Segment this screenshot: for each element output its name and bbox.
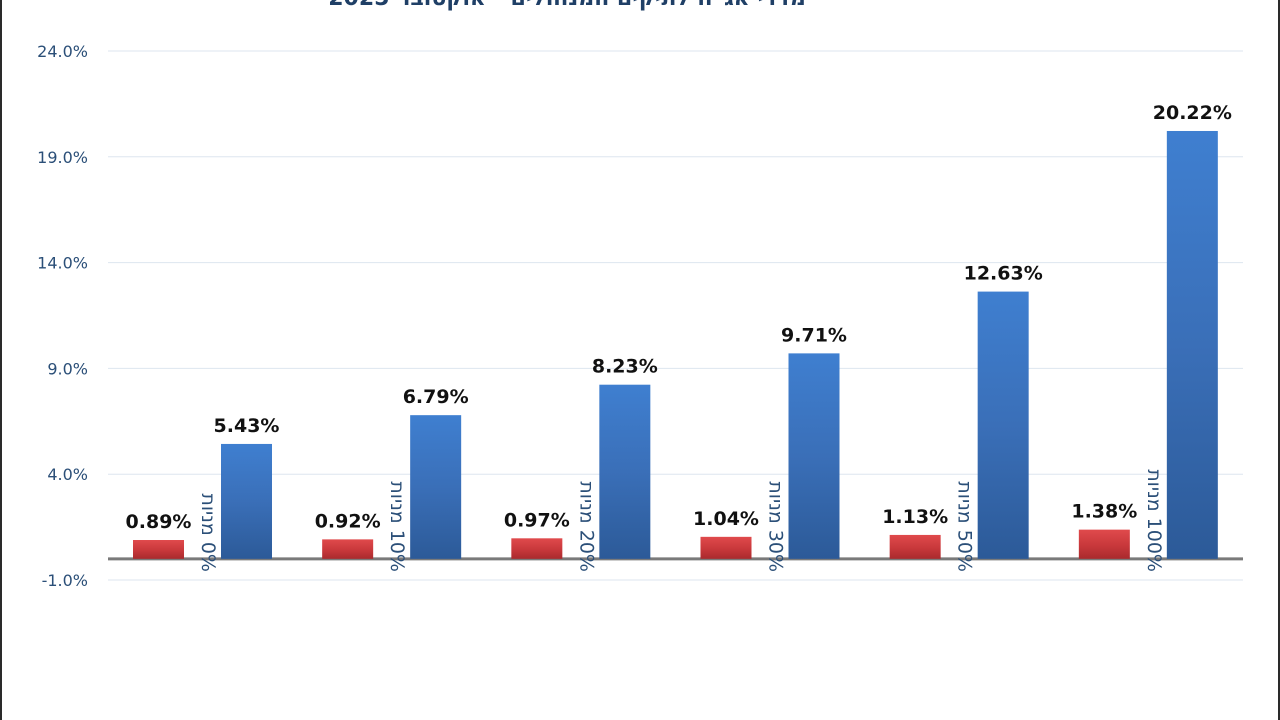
y-tick-label: 24.0%: [37, 42, 88, 61]
data-label: 6.79%: [403, 386, 469, 408]
frame-right-edge: [1278, 0, 1280, 720]
bar: [221, 443, 272, 559]
y-tick-label: 4.0%: [47, 465, 88, 484]
x-tick-label: 100% מניות: [1143, 469, 1165, 572]
data-label: 12.63%: [964, 263, 1043, 285]
bar: [1078, 529, 1130, 559]
data-label: 20.22%: [1153, 102, 1232, 124]
data-label: 0.89%: [126, 511, 192, 533]
bar: [410, 415, 462, 559]
bar: [788, 353, 840, 559]
chart-title: מדדי אג"ח לתיקים המנוהלים - אוקטובר 2025: [0, 0, 1134, 11]
data-label: 1.38%: [1071, 501, 1137, 523]
bar: [889, 534, 941, 559]
bar: [700, 536, 752, 559]
x-tick-label: 10% מניות: [386, 481, 408, 572]
bar: [599, 384, 651, 559]
x-tick-label: 50% מניות: [954, 481, 976, 572]
x-tick-label: 20% מניות: [575, 481, 597, 572]
x-tick-label: 0% מניות: [197, 493, 219, 572]
y-tick-label: 19.0%: [37, 148, 88, 167]
y-tick-label: 9.0%: [47, 359, 88, 378]
y-tick-label: 14.0%: [37, 254, 88, 273]
x-tick-label: 30% מניות: [765, 481, 787, 572]
data-label: 8.23%: [592, 356, 658, 378]
bar: [977, 291, 1029, 559]
data-label: 9.71%: [781, 324, 847, 346]
y-tick-label: -1.0%: [42, 571, 88, 590]
data-label: 0.97%: [504, 509, 570, 531]
bar: [133, 540, 184, 559]
bar: [1166, 130, 1218, 559]
data-label: 5.43%: [214, 415, 280, 437]
bar: [511, 538, 563, 559]
data-label: 1.04%: [693, 508, 759, 530]
frame-left-edge: [0, 0, 2, 720]
bar: [322, 539, 374, 559]
data-label: 0.92%: [315, 510, 381, 532]
data-label: 1.13%: [882, 506, 948, 528]
